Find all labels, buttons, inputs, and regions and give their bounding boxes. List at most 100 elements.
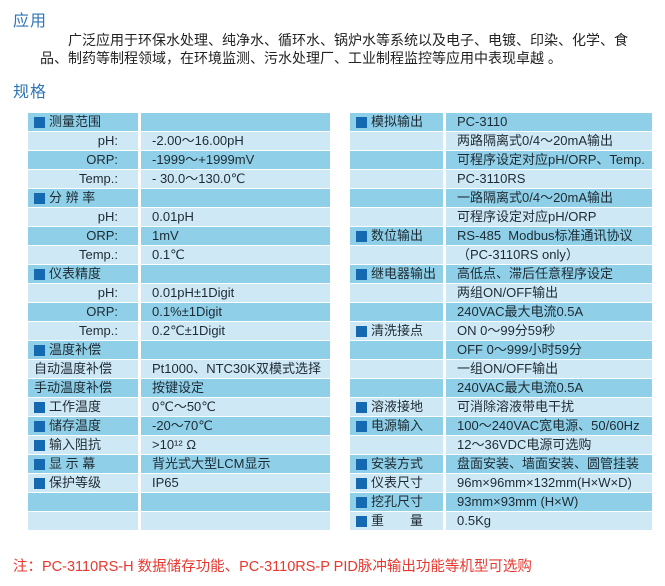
- spec-value-cell: -2.00～16.00pH: [141, 132, 330, 150]
- spec-row: 模拟输出 PC-3110: [350, 113, 652, 132]
- spec-row: 重 量 0.5Kg: [350, 512, 652, 531]
- spec-label-cell: ORP:: [28, 151, 138, 169]
- spec-label-cell: ORP:: [28, 303, 138, 321]
- spec-row: 仪表尺寸 96m×96mm×132mm(H×W×D): [350, 474, 652, 493]
- spec-label-text: 仪表尺寸: [371, 475, 424, 490]
- spec-label-cell: [350, 151, 443, 169]
- spec-value-cell: [141, 265, 330, 283]
- spec-row: 温度补偿: [28, 341, 330, 360]
- bullet-square-icon: [34, 116, 45, 128]
- bullet-square-icon: [34, 344, 45, 356]
- spec-row: 继电器输出 高低点、滞后任意程序设定: [350, 265, 652, 284]
- spec-value-cell: [141, 512, 330, 530]
- spec-label-cell: 安装方式: [350, 455, 443, 473]
- spec-label-cell: 自动温度补偿: [28, 360, 138, 378]
- spec-row: Temp.: - 30.0～130.0℃: [28, 170, 330, 189]
- bullet-square-icon: [356, 230, 367, 242]
- spec-label-cell: ORP:: [28, 227, 138, 245]
- spec-row: [28, 512, 330, 531]
- spec-label-text: 显 示 幕: [49, 456, 96, 471]
- bullet-square-icon: [356, 477, 367, 489]
- spec-table-right: 模拟输出 PC-3110 两路隔离式0/4～20mA输出 可程序设定对应pH/ORP、…: [350, 113, 652, 531]
- spec-value-cell: 可消除溶液带电干扰: [446, 398, 652, 416]
- spec-row: Temp.: 0.1℃: [28, 246, 330, 265]
- spec-row: Temp.: 0.2℃±1Digit: [28, 322, 330, 341]
- spec-label-text: pH:: [97, 285, 118, 300]
- spec-value-cell: -1999～+1999mV: [141, 151, 330, 169]
- spec-label-text: 保护等级: [49, 475, 102, 490]
- spec-label-cell: [28, 493, 138, 511]
- spec-label-text: 挖孔尺寸: [371, 494, 424, 509]
- spec-row: ORP: -1999～+1999mV: [28, 151, 330, 170]
- spec-label-cell: 手动温度补偿: [28, 379, 138, 397]
- spec-row: pH: -2.00～16.00pH: [28, 132, 330, 151]
- spec-row: 手动温度补偿 按键设定: [28, 379, 330, 398]
- bullet-square-icon: [34, 401, 45, 413]
- bullet-square-icon: [34, 268, 45, 280]
- spec-row: 储存温度 -20～70℃: [28, 417, 330, 436]
- spec-value-cell: OFF 0～999小时59分: [446, 341, 652, 359]
- spec-row: 清洗接点 ON 0～99分59秒: [350, 322, 652, 341]
- spec-label-cell: [350, 246, 443, 264]
- spec-label-cell: 模拟输出: [350, 113, 443, 131]
- spec-value-cell: 12～36VDC电源可选购: [446, 436, 652, 454]
- spec-label-cell: [350, 189, 443, 207]
- spec-tables: 测量范围 pH: -2.00～16.00pH ORP: -1999～+1999mV Tem…: [28, 113, 652, 531]
- spec-label-text: 数位输出: [371, 228, 424, 243]
- spec-value-cell: [141, 189, 330, 207]
- spec-label-text: ORP:: [86, 228, 118, 243]
- spec-row: 挖孔尺寸 93mm×93mm (H×W): [350, 493, 652, 512]
- spec-label-cell: 温度补偿: [28, 341, 138, 359]
- bullet-square-icon: [34, 458, 45, 470]
- spec-row: 240VAC最大电流0.5A: [350, 379, 652, 398]
- spec-value-cell: -20～70℃: [141, 417, 330, 435]
- spec-label-cell: 测量范围: [28, 113, 138, 131]
- spec-row: 仪表精度: [28, 265, 330, 284]
- spec-label-cell: [350, 284, 443, 302]
- spec-value-cell: 可程序设定对应pH/ORP、Temp.: [446, 151, 652, 169]
- spec-row: 输入阻抗 >10¹² Ω: [28, 436, 330, 455]
- bullet-square-icon: [356, 401, 367, 413]
- bullet-square-icon: [356, 458, 367, 470]
- spec-row: OFF 0～999小时59分: [350, 341, 652, 360]
- spec-value-cell: >10¹² Ω: [141, 436, 330, 454]
- spec-value-cell: PC-3110RS: [446, 170, 652, 188]
- bullet-square-icon: [356, 116, 367, 128]
- spec-row: ORP: 0.1%±1Digit: [28, 303, 330, 322]
- spec-label-cell: 电源输入: [350, 417, 443, 435]
- spec-value-cell: 0.01pH: [141, 208, 330, 226]
- spec-row: 两路隔离式0/4～20mA输出: [350, 132, 652, 151]
- spec-value-cell: （PC-3110RS only）: [446, 246, 652, 264]
- spec-label-cell: Temp.:: [28, 246, 138, 264]
- spec-label-cell: 输入阻抗: [28, 436, 138, 454]
- spec-row: PC-3110RS: [350, 170, 652, 189]
- spec-row: 分 辨 率: [28, 189, 330, 208]
- spec-label-cell: Temp.:: [28, 322, 138, 340]
- spec-value-cell: IP65: [141, 474, 330, 492]
- spec-label-cell: 仪表精度: [28, 265, 138, 283]
- spec-value-cell: 96m×96mm×132mm(H×W×D): [446, 474, 652, 492]
- spec-row: （PC-3110RS only）: [350, 246, 652, 265]
- spec-label-text: 输入阻抗: [49, 437, 102, 452]
- spec-value-cell: 高低点、滞后任意程序设定: [446, 265, 652, 283]
- bullet-square-icon: [356, 420, 367, 432]
- spec-row: 可程序设定对应pH/ORP: [350, 208, 652, 227]
- spec-label-text: Temp.:: [78, 171, 118, 186]
- bullet-square-icon: [34, 192, 45, 204]
- spec-value-cell: 100～240VAC宽电源、50/60Hz: [446, 417, 652, 435]
- spec-value-cell: 0.2℃±1Digit: [141, 322, 330, 340]
- spec-value-cell: 可程序设定对应pH/ORP: [446, 208, 652, 226]
- spec-row: 保护等级 IP65: [28, 474, 330, 493]
- spec-row: pH: 0.01pH±1Digit: [28, 284, 330, 303]
- spec-label-cell: 储存温度: [28, 417, 138, 435]
- spec-label-text: pH:: [97, 209, 118, 224]
- spec-table-left: 测量范围 pH: -2.00～16.00pH ORP: -1999～+1999mV Tem…: [28, 113, 330, 531]
- spec-value-cell: 240VAC最大电流0.5A: [446, 379, 652, 397]
- spec-row: 可程序设定对应pH/ORP、Temp.: [350, 151, 652, 170]
- bullet-square-icon: [34, 439, 45, 451]
- spec-label-text: pH:: [97, 133, 118, 148]
- spec-label-text: 模拟输出: [371, 114, 424, 129]
- spec-label-cell: 保护等级: [28, 474, 138, 492]
- spec-row: 工作温度 0℃～50℃: [28, 398, 330, 417]
- spec-value-cell: RS-485 Modbus标准通讯协议: [446, 227, 652, 245]
